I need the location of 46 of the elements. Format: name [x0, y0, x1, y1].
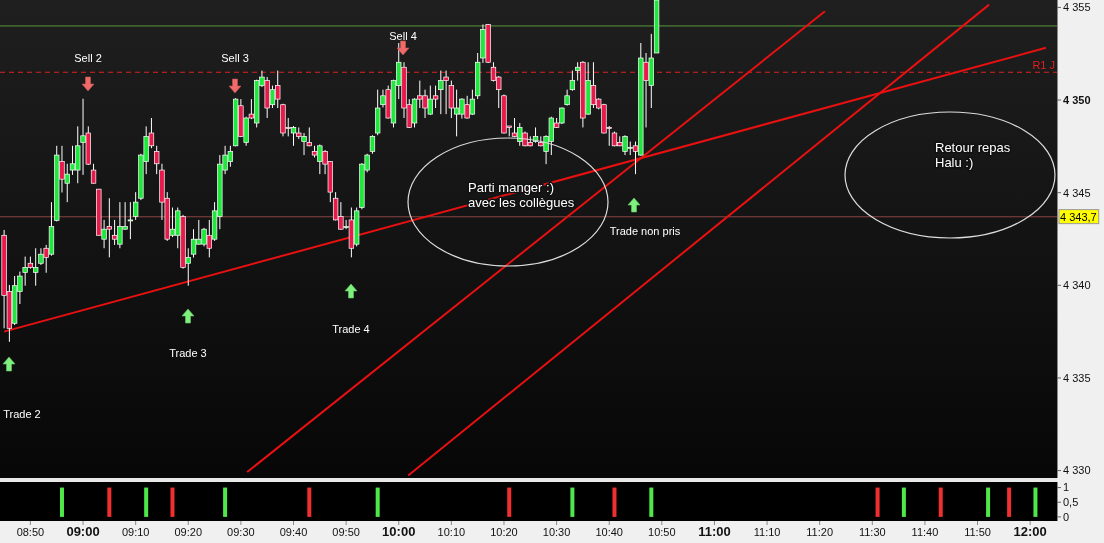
x-tick-label: 10:40: [595, 526, 623, 538]
x-tick-label: 09:50: [332, 526, 360, 538]
candlestick: [133, 191, 139, 221]
x-tick-label: 10:10: [437, 526, 466, 538]
y-tick-label: 4 345: [1063, 186, 1091, 199]
y-tick-label: 0,5: [1063, 496, 1079, 509]
candlestick: [127, 201, 134, 240]
x-tick-label: 09:10: [121, 526, 150, 538]
candlestick: [190, 228, 197, 259]
x-tick-label: 09:20: [174, 526, 203, 538]
x-tick-label: 08:50: [16, 526, 45, 538]
annotation: Sell 2: [74, 51, 102, 64]
y-tick-label: 4 330: [1063, 464, 1091, 477]
y-tick-label: 4 355: [1063, 1, 1091, 14]
x-tick-label: 11:40: [911, 526, 939, 538]
x-tick-label: 11:50: [964, 526, 991, 538]
annotation: Trade non pris: [609, 224, 681, 237]
annotation: Retour repas Halu :): [935, 140, 1011, 170]
x-tick-label: 12:00: [1013, 524, 1047, 539]
candlestick: [90, 163, 97, 184]
annotation: Sell 3: [221, 51, 249, 64]
y-tick-label: 0: [1063, 510, 1070, 523]
y-tick-label: 4 335: [1063, 371, 1091, 384]
candlestick: [154, 145, 160, 175]
annotation: Trade 4: [332, 322, 370, 335]
candlestick: [569, 70, 576, 92]
x-tick-label: 11:20: [806, 526, 834, 538]
candlestick: [369, 134, 376, 155]
x-tick-label: 11:30: [858, 526, 886, 538]
x-tick-label: 09:00: [66, 524, 100, 539]
ref-line-label: 4 343,7: [1060, 210, 1097, 223]
y-tick-label: 4 340: [1063, 279, 1091, 292]
y-tick-label: 4 350: [1063, 93, 1091, 106]
ref-line-label: R1 J: [1032, 59, 1055, 72]
x-tick-label: 10:50: [648, 526, 676, 538]
x-tick-label: 10:00: [382, 524, 416, 539]
x-tick-label: 09:30: [227, 526, 255, 538]
x-tick-label: 11:00: [698, 524, 731, 539]
x-tick-label: 10:30: [542, 526, 571, 538]
y-tick-label: 1: [1063, 481, 1070, 494]
annotation: Trade 3: [169, 346, 207, 359]
x-tick-label: 09:40: [279, 526, 308, 538]
x-tick-label: 11:10: [753, 526, 781, 538]
annotation: Trade 2: [3, 407, 41, 420]
x-tick-label: 10:20: [490, 526, 518, 538]
annotation: Sell 4: [389, 29, 417, 42]
